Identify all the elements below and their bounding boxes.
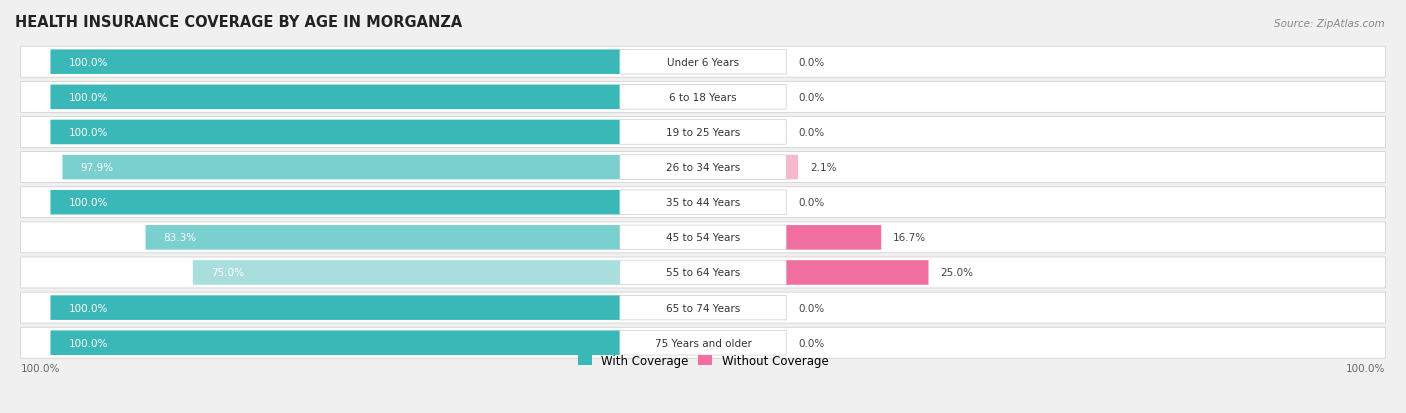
FancyBboxPatch shape [620, 261, 786, 285]
Text: 100.0%: 100.0% [69, 128, 108, 138]
Text: 0.0%: 0.0% [797, 93, 824, 102]
Text: 100.0%: 100.0% [1346, 363, 1385, 373]
FancyBboxPatch shape [193, 261, 620, 285]
FancyBboxPatch shape [620, 120, 786, 145]
FancyBboxPatch shape [51, 296, 620, 320]
Text: 2.1%: 2.1% [810, 163, 837, 173]
Text: 0.0%: 0.0% [797, 338, 824, 348]
FancyBboxPatch shape [786, 155, 799, 180]
FancyBboxPatch shape [51, 331, 620, 355]
Text: 0.0%: 0.0% [797, 198, 824, 208]
FancyBboxPatch shape [620, 331, 786, 355]
Text: 100.0%: 100.0% [69, 93, 108, 102]
FancyBboxPatch shape [62, 155, 620, 180]
FancyBboxPatch shape [620, 85, 786, 110]
FancyBboxPatch shape [786, 225, 882, 250]
FancyBboxPatch shape [146, 225, 620, 250]
Text: 75.0%: 75.0% [211, 268, 243, 278]
Text: 45 to 54 Years: 45 to 54 Years [666, 233, 740, 243]
Text: 0.0%: 0.0% [797, 128, 824, 138]
FancyBboxPatch shape [21, 292, 1385, 323]
FancyBboxPatch shape [21, 222, 1385, 253]
Text: HEALTH INSURANCE COVERAGE BY AGE IN MORGANZA: HEALTH INSURANCE COVERAGE BY AGE IN MORG… [15, 15, 463, 30]
Text: Under 6 Years: Under 6 Years [666, 57, 740, 68]
Text: 65 to 74 Years: 65 to 74 Years [666, 303, 740, 313]
FancyBboxPatch shape [620, 190, 786, 215]
FancyBboxPatch shape [21, 257, 1385, 288]
Text: 16.7%: 16.7% [893, 233, 927, 243]
FancyBboxPatch shape [51, 120, 620, 145]
FancyBboxPatch shape [620, 155, 786, 180]
Text: 83.3%: 83.3% [163, 233, 197, 243]
Text: 55 to 64 Years: 55 to 64 Years [666, 268, 740, 278]
Text: 100.0%: 100.0% [69, 303, 108, 313]
Text: 100.0%: 100.0% [21, 363, 60, 373]
FancyBboxPatch shape [620, 225, 786, 250]
Text: 0.0%: 0.0% [797, 57, 824, 68]
FancyBboxPatch shape [620, 296, 786, 320]
Text: 100.0%: 100.0% [69, 57, 108, 68]
Text: 100.0%: 100.0% [69, 198, 108, 208]
FancyBboxPatch shape [21, 47, 1385, 78]
FancyBboxPatch shape [21, 328, 1385, 358]
FancyBboxPatch shape [51, 50, 620, 75]
FancyBboxPatch shape [21, 188, 1385, 218]
FancyBboxPatch shape [786, 261, 928, 285]
Text: 25.0%: 25.0% [941, 268, 973, 278]
Text: 26 to 34 Years: 26 to 34 Years [666, 163, 740, 173]
Text: 75 Years and older: 75 Years and older [655, 338, 751, 348]
Text: 6 to 18 Years: 6 to 18 Years [669, 93, 737, 102]
Text: 97.9%: 97.9% [80, 163, 114, 173]
FancyBboxPatch shape [51, 85, 620, 110]
Text: 0.0%: 0.0% [797, 303, 824, 313]
FancyBboxPatch shape [21, 152, 1385, 183]
FancyBboxPatch shape [620, 50, 786, 75]
Text: 100.0%: 100.0% [69, 338, 108, 348]
Text: 35 to 44 Years: 35 to 44 Years [666, 198, 740, 208]
Legend: With Coverage, Without Coverage: With Coverage, Without Coverage [572, 349, 834, 372]
Text: 19 to 25 Years: 19 to 25 Years [666, 128, 740, 138]
FancyBboxPatch shape [21, 82, 1385, 113]
FancyBboxPatch shape [21, 117, 1385, 148]
Text: Source: ZipAtlas.com: Source: ZipAtlas.com [1274, 19, 1385, 28]
FancyBboxPatch shape [51, 190, 620, 215]
